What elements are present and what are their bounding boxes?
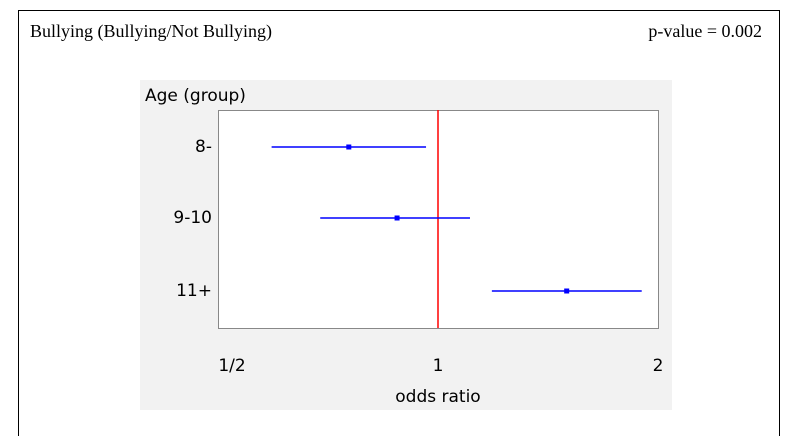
estimate-point <box>346 144 352 150</box>
x-tick-label: 1 <box>433 356 444 376</box>
y-tick-label: 9-10 <box>173 208 212 228</box>
y-tick-label: 8- <box>195 137 212 157</box>
estimate-point <box>564 288 570 294</box>
chart-title: Age (group) <box>145 86 246 106</box>
header-title: Bullying (Bullying/Not Bullying) <box>30 21 272 42</box>
x-tick-label: 1/2 <box>218 356 245 376</box>
p-value: p-value = 0.002 <box>648 21 762 41</box>
estimate-point <box>394 215 400 221</box>
y-tick-label: 11+ <box>176 281 212 301</box>
x-axis-label: odds ratio <box>395 387 480 407</box>
x-tick-label: 2 <box>653 356 664 376</box>
